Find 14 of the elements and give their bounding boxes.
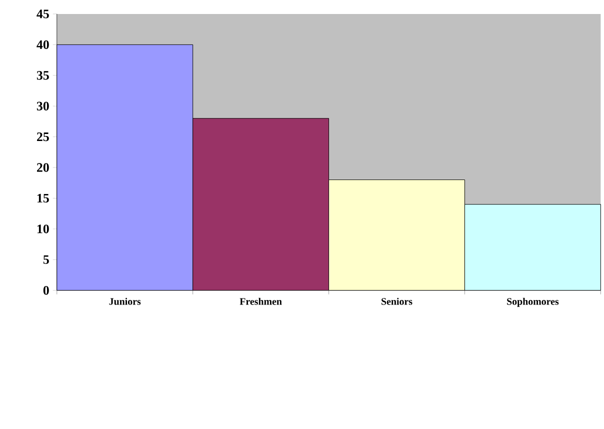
y-tick-label: 5 [43, 255, 49, 264]
x-tick-label: Seniors [382, 298, 412, 305]
y-tick-label: 15 [37, 194, 49, 203]
y-tick-label: 25 [37, 132, 49, 142]
x-tick-label: Juniors [109, 298, 141, 305]
y-tick-label: 40 [36, 40, 49, 50]
x-tick-label: Sophomores [507, 298, 559, 307]
y-tick-label: 10 [37, 224, 49, 234]
y-tick-label: 35 [36, 71, 49, 80]
x-tick-label: Freshmen [240, 298, 282, 305]
y-tick-label: 0 [43, 286, 49, 295]
y-tick-label: 30 [36, 102, 49, 110]
y-tick-label: 20 [37, 163, 49, 172]
y-tick-label: 45 [36, 10, 49, 18]
